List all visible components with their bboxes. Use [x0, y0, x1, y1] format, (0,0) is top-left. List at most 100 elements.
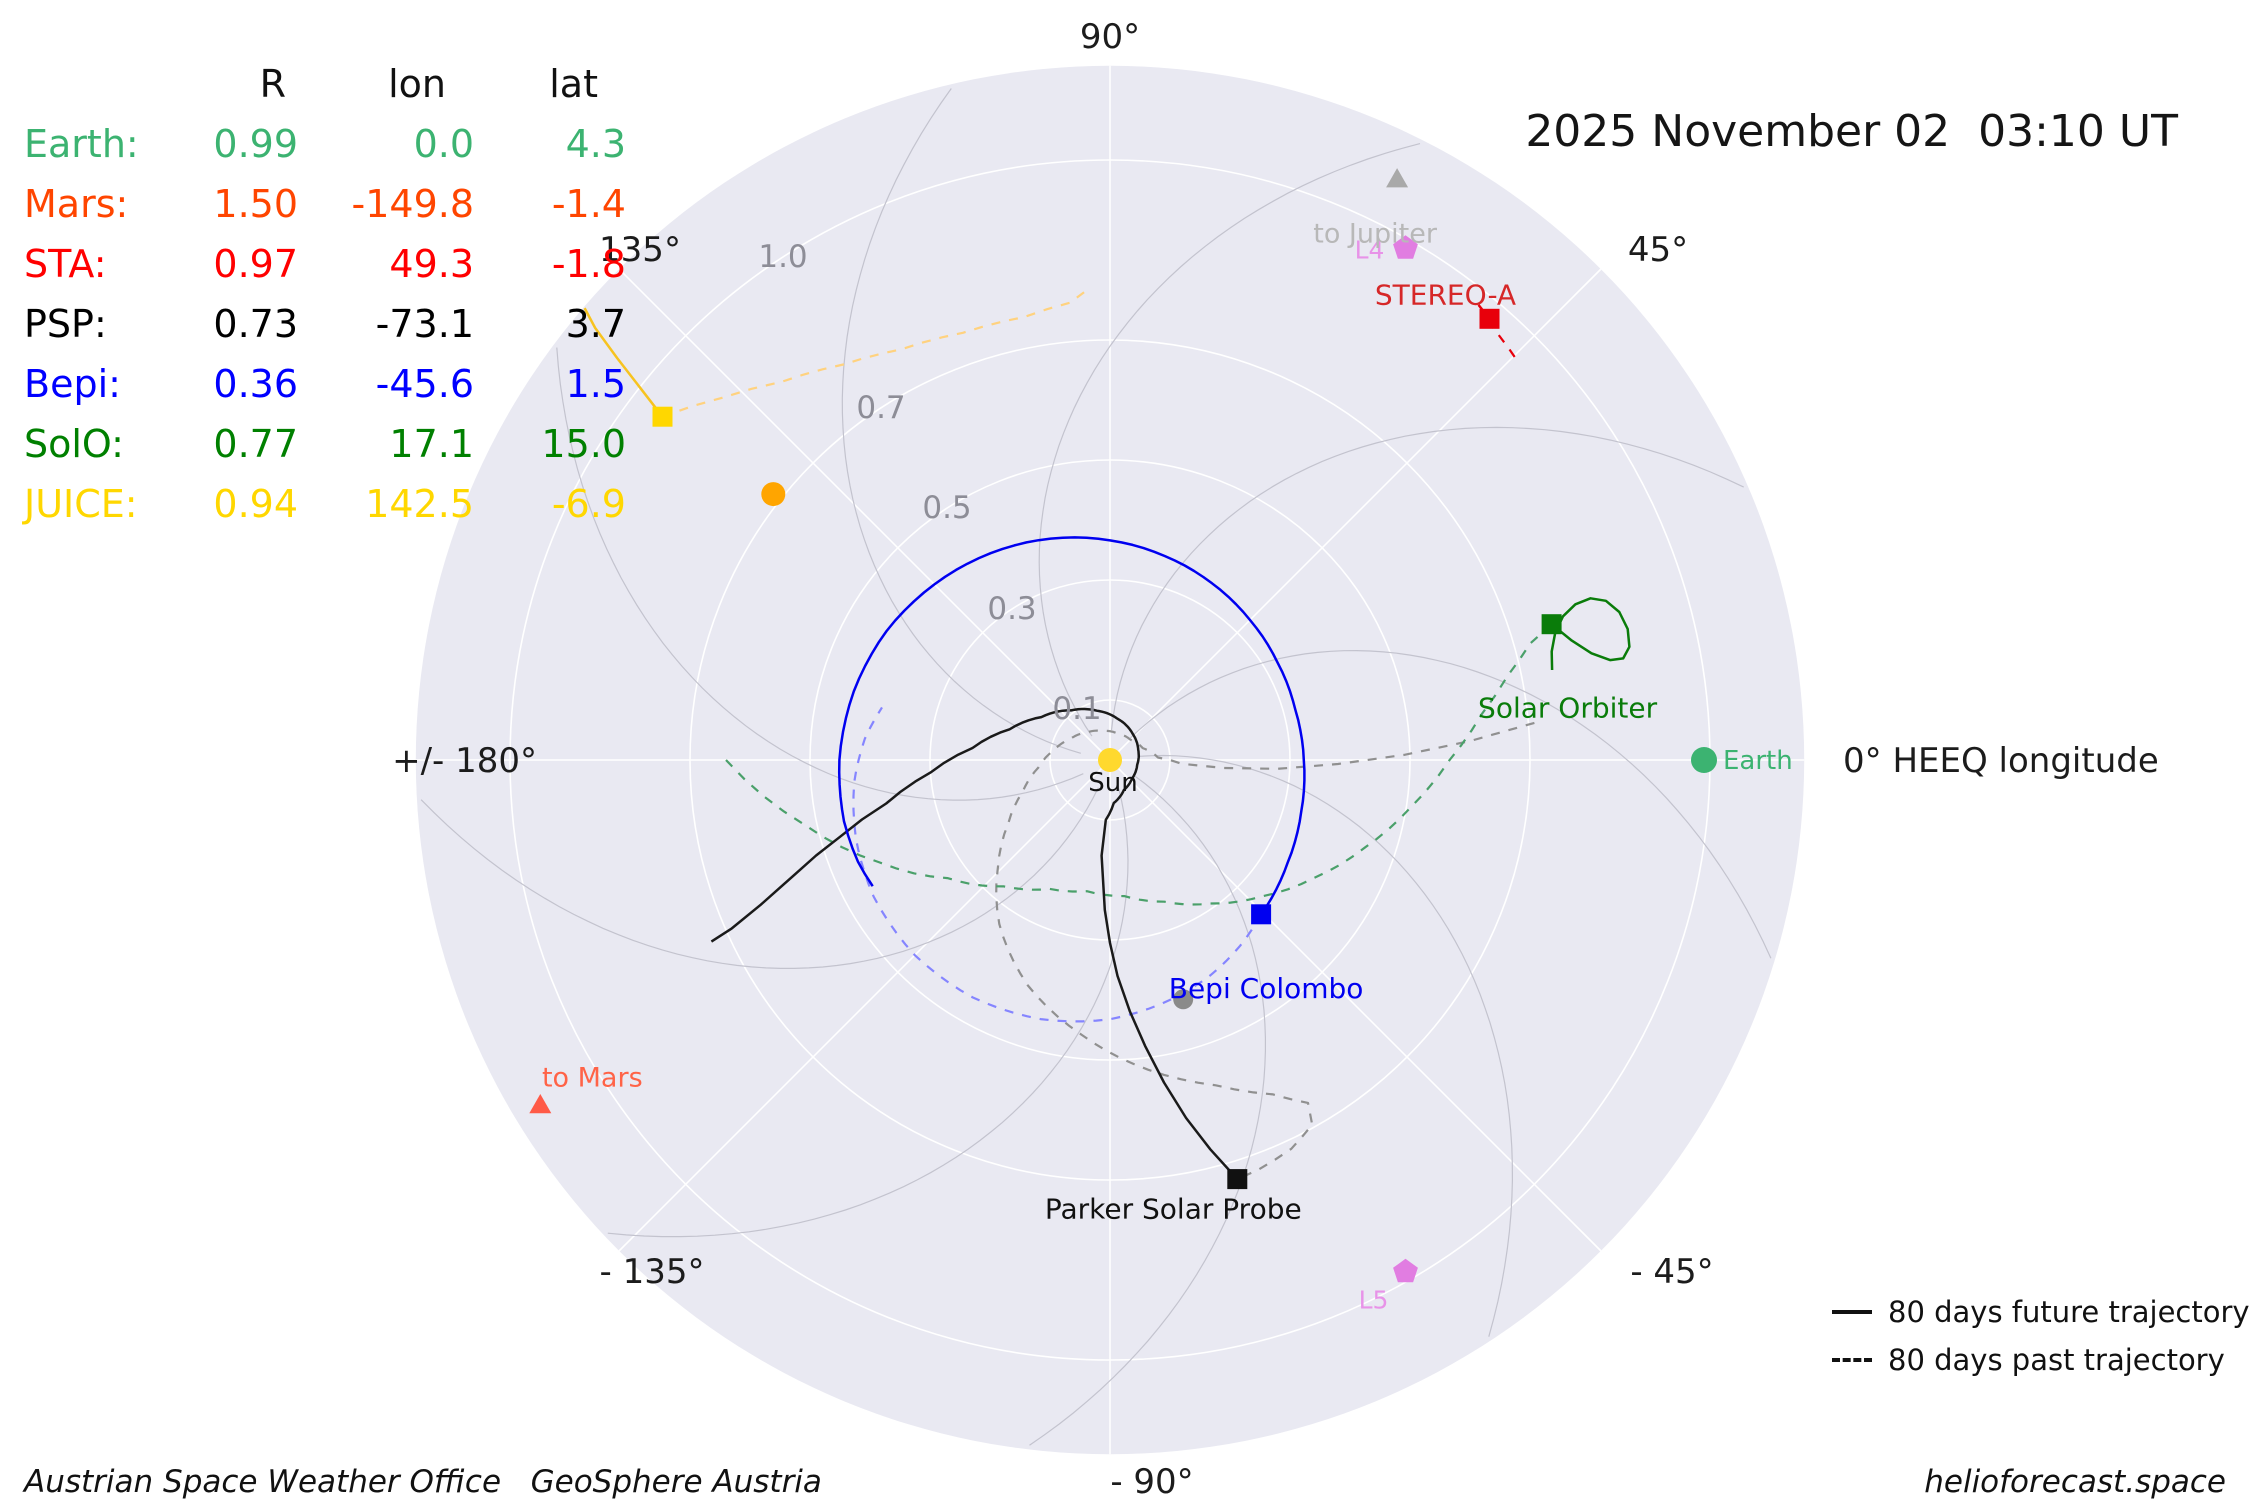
- ephemeris-row-solo: SolO: 0.77 17.1 15.0: [24, 414, 626, 474]
- l4-label: L4: [1355, 236, 1385, 265]
- ephemeris-header-lon: lon: [388, 62, 446, 106]
- angular-label: 45°: [1628, 230, 1688, 270]
- parker-spiral: [1129, 649, 1772, 959]
- angular-label: +/- 180°: [392, 741, 537, 781]
- body-name: SolO:: [24, 422, 124, 466]
- angular-label: 135°: [599, 230, 681, 270]
- grid-spoke: [1109, 268, 1602, 761]
- parker-spiral: [556, 347, 1084, 801]
- ephemeris-value: 0.94: [213, 482, 298, 526]
- radial-tick-label: 0.1: [1052, 691, 1101, 727]
- juice-past-trajectory: [662, 288, 1089, 418]
- angular-label: 0° HEEQ longitude: [1843, 741, 2159, 781]
- ephemeris-row-psp: PSP: 0.73 -73.1 3.7: [24, 294, 626, 354]
- ephemeris-value: -6.9: [551, 482, 626, 526]
- dashed-line-icon: [1832, 1358, 1872, 1362]
- ephemeris-value: 49.3: [389, 242, 474, 286]
- juice-future-trajectory: [583, 307, 664, 418]
- body-name: Mars:: [24, 182, 129, 226]
- ephemeris-value: 0.73: [213, 302, 298, 346]
- ephemeris-value: 0.97: [213, 242, 298, 286]
- bepi-marker: [1251, 904, 1272, 925]
- body-name: Bepi:: [24, 362, 121, 406]
- grid-spoke: [618, 759, 1111, 1252]
- plot-datetime: 2025 November 02 03:10 UT: [1525, 106, 2178, 157]
- l4-marker: [1393, 235, 1418, 259]
- stereo-a-label: STEREO-A: [1375, 278, 1516, 311]
- radial-tick-label: 0.7: [856, 390, 905, 426]
- ephemeris-value: 0.0: [413, 122, 474, 166]
- to-mars-marker: [529, 1094, 552, 1114]
- psp-future-trajectory: [710, 707, 1239, 1180]
- ephemeris-table: R lon lat Earth: 0.99 0.0 4.3 Mars: 1.50 -149.…: [24, 54, 626, 534]
- body-name: JUICE:: [24, 482, 138, 526]
- grid-spoke: [1109, 759, 1602, 1252]
- ephemeris-header-r: R: [259, 62, 286, 106]
- earth-label: Earth: [1723, 746, 1793, 776]
- ephemeris-rows: Earth: 0.99 0.0 4.3 Mars: 1.50 -149.8 -1.4 STA: 0…: [24, 114, 626, 534]
- stereo-a-marker: [1479, 308, 1500, 329]
- parker-spiral: [607, 788, 1129, 1238]
- to-jupiter-label: to Jupiter: [1313, 219, 1438, 250]
- ephemeris-value: 0.77: [213, 422, 298, 466]
- ephemeris-header-row: R lon lat: [24, 54, 626, 114]
- footer-institution: Austrian Space Weather Office GeoSphere …: [24, 1464, 822, 1500]
- ephemeris-header-lat: lat: [549, 62, 598, 106]
- ephemeris-row-bepi: Bepi: 0.36 -45.6 1.5: [24, 354, 626, 414]
- body-name: Earth:: [24, 122, 139, 166]
- radial-tick-label: 0.5: [922, 490, 971, 526]
- angular-label: 90°: [1080, 17, 1140, 57]
- ephemeris-value: -149.8: [351, 182, 475, 226]
- legend-row-past: 80 days past trajectory: [1832, 1336, 2250, 1384]
- legend-future-label: 80 days future trajectory: [1888, 1295, 2250, 1329]
- ephemeris-value: -73.1: [375, 302, 474, 346]
- psp-label: Parker Solar Probe: [1045, 1193, 1302, 1226]
- angular-label: - 135°: [600, 1252, 705, 1292]
- solar-orbiter-marker: [1541, 614, 1562, 635]
- l5-label: L5: [1359, 1285, 1389, 1314]
- solo-past-trajectory: [725, 623, 1553, 906]
- parker-spiral: [1029, 775, 1266, 1446]
- ephemeris-value: 1.5: [565, 362, 626, 406]
- bepi-label: Bepi Colombo: [1169, 972, 1364, 1005]
- ephemeris-header-empty: [24, 54, 176, 114]
- solar-orbiter-label: Solar Orbiter: [1478, 692, 1658, 725]
- legend-past-label: 80 days past trajectory: [1888, 1343, 2225, 1377]
- ephemeris-value: 0.36: [213, 362, 298, 406]
- ephemeris-value: 1.50: [213, 182, 298, 226]
- to-mars-label: to Mars: [542, 1063, 643, 1094]
- parker-spiral: [1038, 143, 1421, 737]
- sun-label: Sun: [1088, 768, 1137, 798]
- ephemeris-value: -1.8: [551, 242, 626, 286]
- body-name: PSP:: [24, 302, 107, 346]
- grid-ring: [689, 339, 1531, 1181]
- solid-line-icon: [1832, 1310, 1872, 1314]
- psp-marker: [1227, 1169, 1248, 1190]
- to-jupiter-marker: [1386, 168, 1409, 188]
- bepi-future-trajectory: [837, 536, 1306, 916]
- parker-spiral: [420, 787, 1099, 969]
- grid-ring: [809, 459, 1411, 1061]
- grid-ring: [1049, 699, 1171, 821]
- legend-row-future: 80 days future trajectory: [1832, 1288, 2250, 1336]
- ephemeris-value: 0.99: [213, 122, 298, 166]
- ephemeris-value: 3.7: [565, 302, 626, 346]
- earth-marker: [1691, 747, 1717, 773]
- ephemeris-row-sta: STA: 0.97 49.3 -1.8: [24, 234, 626, 294]
- body-name: STA:: [24, 242, 107, 286]
- venus-marker: [761, 482, 786, 507]
- ephemeris-row-juice: JUICE: 0.94 142.5 -6.9: [24, 474, 626, 534]
- angular-label: - 45°: [1630, 1252, 1713, 1292]
- parker-spiral: [841, 88, 1081, 754]
- sun-marker: [1098, 748, 1122, 772]
- mercury-marker: [1173, 989, 1194, 1010]
- angular-label: - 90°: [1110, 1462, 1193, 1500]
- ephemeris-value: 142.5: [365, 482, 474, 526]
- grid-spoke: [618, 268, 1111, 761]
- ephemeris-value: 17.1: [389, 422, 474, 466]
- ephemeris-value: -45.6: [375, 362, 474, 406]
- bepi-past-trajectory: [852, 706, 1263, 1023]
- radial-tick-label: 0.3: [987, 591, 1036, 627]
